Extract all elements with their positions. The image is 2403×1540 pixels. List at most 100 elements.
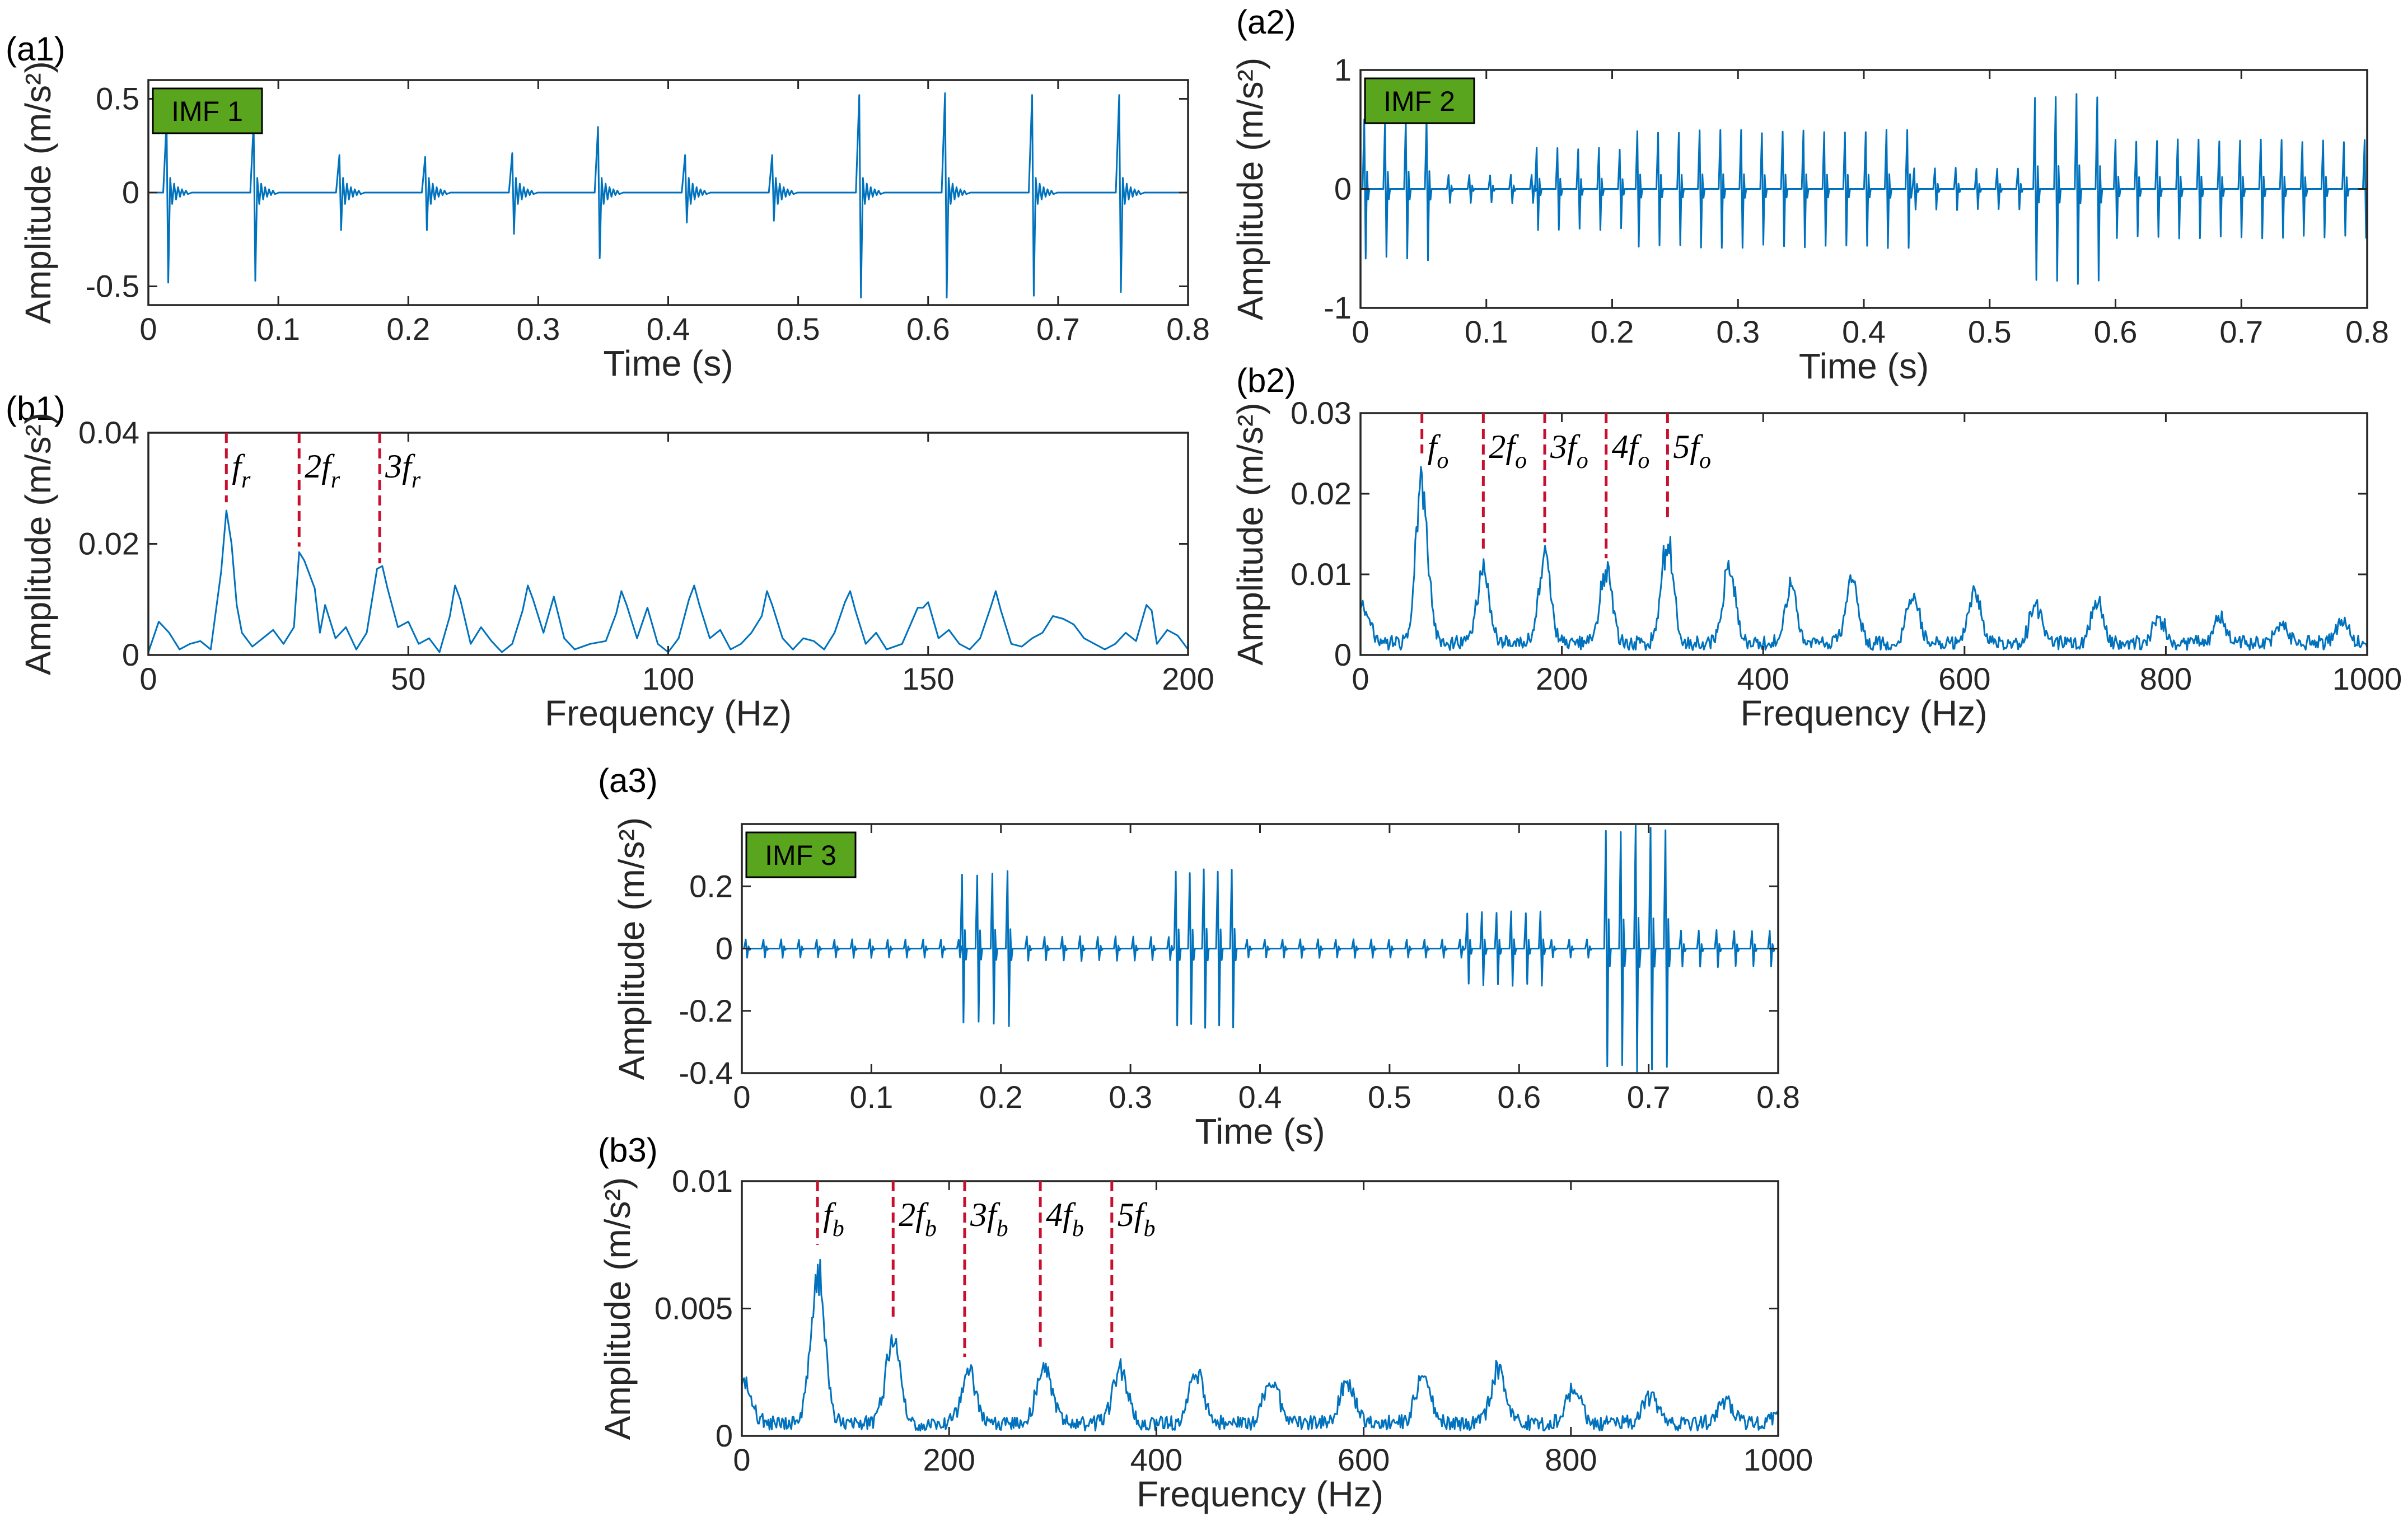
harmonic-marker-sub: b [1072,1216,1084,1242]
imf-badge-label: IMF 2 [1383,86,1455,117]
y-tick-label: 0 [122,175,139,210]
harmonic-marker-main: 5f [1118,1196,1148,1233]
x-tick-label: 50 [391,661,426,696]
x-axis-label: Frequency (Hz) [1741,693,1988,733]
harmonic-marker-main: 3f [970,1196,1001,1233]
x-axis-label: Time (s) [603,343,733,383]
x-tick-label: 0.4 [1238,1079,1282,1115]
y-tick-label: 0 [716,1418,733,1453]
panel-b2: (b2) 0 200 400 600 800 1000 0 0.01 0.02 0.03 Freque… [1230,362,2402,733]
y-axis-label: Amplitude (m/s²) [18,413,58,675]
y-tick-label: 0 [122,637,139,672]
harmonic-marker-label: 4fo [1612,428,1650,474]
harmonic-marker-label: fb [823,1196,844,1242]
x-tick-label: 0.2 [1591,314,1634,349]
harmonic-marker-main: 2f [1489,428,1519,465]
harmonic-marker-sub: o [1437,448,1448,474]
harmonic-marker-label: 5fb [1118,1196,1156,1242]
panel-b3: (b3) 0 200 400 600 800 1000 0 0.005 0.01 Frequency… [597,1131,1813,1514]
y-tick-label: 0.02 [78,526,139,561]
x-tick-label: 0.7 [2219,314,2263,349]
x-tick-label: 0.7 [1036,311,1080,347]
y-tick-label: 0.5 [96,81,139,116]
imf-badge-box [152,87,263,134]
x-tick-label: 800 [2140,661,2192,696]
x-tick-label: 0.8 [1166,311,1210,347]
y-tick-label: 0.01 [1291,556,1352,592]
x-tick-label: 0.4 [1842,314,1886,349]
y-axis-label: Amplitude (m/s²) [1230,402,1270,665]
harmonic-marker-sub: o [1699,448,1711,474]
harmonic-marker-sub: b [1143,1216,1155,1242]
harmonic-marker-main: 2f [899,1196,929,1233]
y-tick-label: 0 [1334,171,1352,207]
x-tick-label: 200 [923,1442,975,1477]
imf-badge-label: IMF 1 [171,96,243,127]
harmonic-marker: fb [816,1181,844,1245]
x-tick-label: 0 [1352,661,1369,696]
harmonic-marker: 5fo [1666,413,1711,522]
y-tick-label: -0.4 [679,1055,733,1090]
signal-line [148,509,1188,653]
harmonic-marker-label: 2fb [899,1196,937,1242]
x-tick-label: 150 [902,661,954,696]
y-axis-label: Amplitude (m/s²) [611,817,652,1080]
harmonic-marker-label: 3fr [385,448,421,493]
y-tick-label: 0 [1334,637,1352,672]
harmonic-marker-main: 3f [385,448,415,485]
y-tick-label: 0.005 [654,1291,733,1326]
panel-label: (b2) [1236,362,1296,399]
x-tick-label: 0.3 [516,311,560,347]
x-tick-label: 0 [1352,314,1369,349]
harmonic-marker: 5fb [1110,1181,1156,1352]
harmonic-marker-sub: o [1515,448,1527,474]
signal-line [1361,466,2367,651]
harmonic-marker: 2fo [1481,413,1527,554]
x-tick-label: 200 [1162,661,1214,696]
y-tick-label: 0.04 [78,415,139,450]
harmonic-marker-label: 2fo [1489,428,1527,474]
x-tick-label: 0.1 [849,1079,893,1115]
harmonic-marker-main: 5f [1673,428,1703,465]
imf-badge: IMF 3 [745,831,857,878]
harmonic-marker-sub: r [331,467,340,493]
harmonic-marker: 4fb [1039,1181,1084,1347]
x-tick-label: 800 [1545,1442,1597,1477]
x-tick-label: 0.6 [2094,314,2138,349]
x-tick-label: 0 [733,1442,750,1477]
y-axis-label: Amplitude (m/s²) [18,61,58,324]
y-tick-label: 0.03 [1291,395,1352,430]
harmonic-marker-sub: b [997,1216,1008,1242]
harmonic-marker-label: fo [1428,428,1449,474]
y-tick-label: -0.5 [86,269,140,304]
harmonic-marker-label: 2fr [305,448,340,493]
harmonic-marker: fo [1420,413,1449,474]
harmonic-marker: 3fr [378,433,421,564]
x-tick-label: 400 [1737,661,1789,696]
x-tick-label: 100 [642,661,694,696]
axis-frame [1359,412,2368,656]
x-axis-label: Frequency (Hz) [545,693,792,733]
harmonic-marker: 3fo [1543,413,1588,542]
x-tick-label: 0.1 [256,311,300,347]
harmonic-marker: fr [225,433,251,503]
x-tick-label: 0.6 [1497,1079,1541,1115]
y-tick-label: 0 [716,931,733,966]
harmonic-marker-sub: b [925,1216,937,1242]
harmonic-marker-main: 4f [1612,428,1642,465]
x-tick-label: 1000 [1743,1442,1813,1477]
harmonic-marker-label: 5fo [1673,428,1711,474]
y-tick-label: -1 [1324,290,1352,325]
x-tick-label: 0.7 [1627,1079,1671,1115]
x-tick-label: 400 [1130,1442,1182,1477]
x-tick-label: 600 [1938,661,1990,696]
harmonic-marker-sub: b [833,1216,844,1242]
y-tick-label: 0.02 [1291,476,1352,511]
panel-label: (b3) [598,1131,658,1169]
x-tick-label: 200 [1536,661,1588,696]
y-tick-label: 0.2 [689,868,733,904]
harmonic-marker-sub: o [1638,448,1649,474]
y-tick-label: -0.2 [679,993,733,1028]
